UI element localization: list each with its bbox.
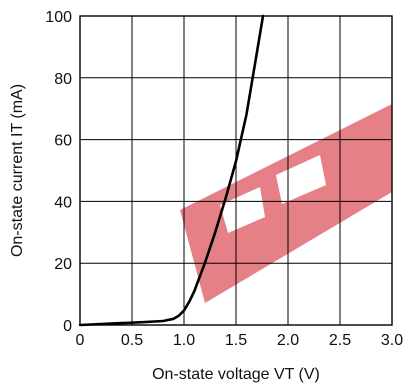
x-tick-label: 0.5 (121, 332, 143, 349)
y-tick-label: 100 (45, 9, 72, 26)
x-axis-label: On-state voltage VT (V) (152, 366, 320, 383)
x-tick-label: 1.5 (225, 332, 247, 349)
x-tick-label: 0 (76, 332, 85, 349)
x-tick-label: 1.0 (173, 332, 195, 349)
watermark-logo (180, 104, 392, 303)
x-tick-labels: 0 0.5 1.0 1.5 2.0 2.5 3.0 (76, 332, 404, 349)
y-tick-label: 0 (63, 318, 72, 335)
y-tick-label: 40 (54, 194, 72, 211)
y-axis-label: On-state current IT (mA) (9, 84, 26, 257)
watermark-band (180, 104, 392, 303)
plot-frame (79, 15, 393, 326)
y-tick-label: 60 (54, 133, 72, 150)
y-tick-label: 80 (54, 71, 72, 88)
watermark-cutout (220, 187, 265, 233)
x-tick-label: 2.5 (329, 332, 351, 349)
x-tick-label: 3.0 (381, 332, 403, 349)
y-tick-labels: 0 20 40 60 80 100 (45, 9, 72, 335)
series-line (78, 14, 265, 327)
y-tick-label: 20 (54, 256, 72, 273)
x-tick-label: 2.0 (277, 332, 299, 349)
